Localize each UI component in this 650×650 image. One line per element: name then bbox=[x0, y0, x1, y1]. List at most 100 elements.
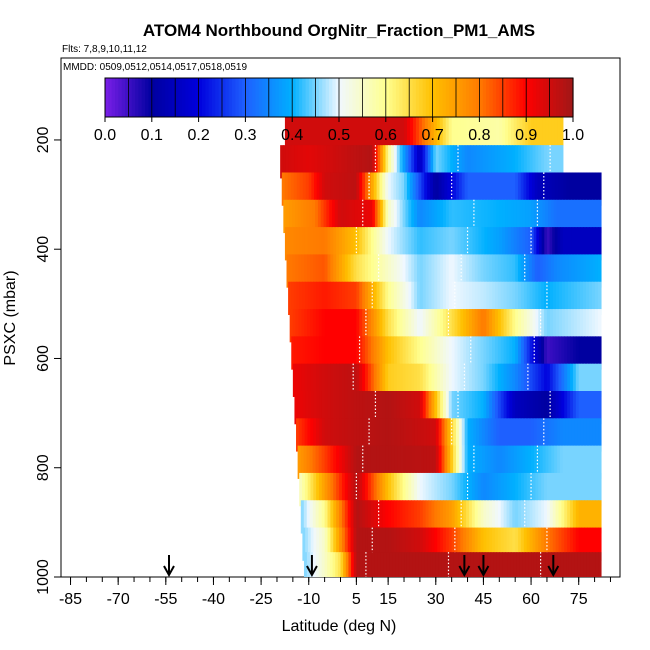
heatmap-cell bbox=[440, 309, 444, 343]
heatmap-cell bbox=[503, 363, 508, 397]
heatmap-cell bbox=[350, 227, 355, 261]
heatmap-cell bbox=[577, 254, 581, 288]
heatmap-cell bbox=[389, 552, 393, 577]
colorbar-swatch bbox=[288, 78, 293, 117]
heatmap-cell bbox=[308, 391, 312, 425]
heatmap-cell bbox=[502, 199, 506, 234]
heatmap-cell bbox=[447, 418, 451, 452]
colorbar-swatch bbox=[175, 78, 180, 117]
heatmap-cell bbox=[496, 227, 500, 261]
heatmap-cell bbox=[438, 172, 443, 206]
heatmap-cell bbox=[388, 309, 392, 343]
heatmap-cell bbox=[367, 445, 372, 479]
heatmap-cell bbox=[344, 227, 349, 261]
profile-arrow bbox=[306, 555, 318, 578]
heatmap-cell bbox=[402, 281, 407, 316]
heatmap-cell bbox=[479, 418, 483, 452]
heatmap-cell bbox=[572, 500, 577, 534]
colorbar-swatch bbox=[222, 78, 226, 117]
heatmap-row bbox=[297, 445, 602, 479]
x-axis-label: Latitude (deg N) bbox=[282, 618, 397, 635]
heatmap-cell bbox=[483, 500, 487, 534]
heatmap-cell bbox=[376, 363, 381, 397]
heatmap-cell bbox=[428, 254, 433, 288]
heatmap-cell bbox=[454, 391, 459, 425]
heatmap-cell bbox=[336, 391, 340, 425]
heatmap-cell bbox=[555, 500, 560, 534]
heatmap-cell bbox=[557, 445, 561, 479]
heatmap-cell bbox=[542, 254, 547, 288]
heatmap-cell bbox=[564, 527, 568, 561]
heatmap-cell bbox=[567, 472, 572, 507]
colorbar-swatch bbox=[131, 78, 136, 117]
heatmap-cell bbox=[362, 336, 366, 370]
heatmap-cell bbox=[359, 172, 363, 206]
heatmap-cell bbox=[541, 527, 545, 561]
heatmap-cell bbox=[388, 527, 392, 561]
heatmap-cell bbox=[406, 552, 411, 577]
heatmap-cell bbox=[445, 227, 450, 261]
heatmap-cell bbox=[453, 445, 457, 479]
heatmap-cell bbox=[583, 552, 587, 577]
heatmap-cell bbox=[330, 472, 334, 507]
heatmap-cell bbox=[303, 145, 307, 179]
heatmap-cell bbox=[321, 363, 326, 397]
heatmap-cell bbox=[330, 254, 334, 288]
heatmap-cell bbox=[405, 472, 409, 507]
heatmap-cell bbox=[591, 281, 596, 316]
heatmap-cell bbox=[382, 309, 386, 343]
heatmap-cell bbox=[369, 199, 373, 234]
heatmap-cell bbox=[422, 199, 427, 234]
heatmap-cell bbox=[395, 552, 399, 577]
heatmap-cell bbox=[300, 199, 305, 234]
heatmap-cell bbox=[555, 309, 560, 343]
heatmap-cell bbox=[518, 363, 522, 397]
heatmap-cell bbox=[437, 500, 441, 534]
heatmap-cell bbox=[479, 145, 484, 179]
heatmap-cell bbox=[595, 527, 599, 561]
heatmap-cell bbox=[348, 552, 352, 577]
heatmap-cell bbox=[356, 336, 360, 370]
colorbar-swatch bbox=[372, 78, 377, 117]
heatmap-cell bbox=[544, 363, 548, 397]
heatmap-cell bbox=[595, 445, 599, 479]
heatmap-cell bbox=[356, 445, 360, 479]
heatmap-cell bbox=[353, 472, 357, 507]
heatmap-cell bbox=[344, 281, 349, 316]
heatmap-cell bbox=[553, 254, 558, 288]
heatmap-cell bbox=[523, 336, 528, 370]
heatmap-cell bbox=[434, 254, 438, 288]
heatmap-cell bbox=[385, 363, 389, 397]
heatmap-cell bbox=[359, 418, 363, 452]
heatmap-cell bbox=[541, 363, 545, 397]
colorbar-swatch bbox=[198, 78, 203, 117]
heatmap-cell bbox=[558, 527, 562, 561]
heatmap-cell bbox=[584, 336, 588, 370]
heatmap-cell bbox=[443, 281, 447, 316]
heatmap-cell bbox=[512, 527, 516, 561]
colorbar-swatch bbox=[328, 78, 333, 117]
heatmap-cell bbox=[299, 472, 303, 507]
heatmap-cell bbox=[330, 527, 334, 561]
heatmap-cell bbox=[379, 363, 383, 397]
heatmap-cell bbox=[457, 391, 461, 425]
colorbar-swatch bbox=[529, 78, 534, 117]
heatmap-cell bbox=[472, 227, 477, 261]
heatmap-cell bbox=[425, 472, 430, 507]
heatmap-cell bbox=[302, 336, 306, 370]
heatmap-cell bbox=[581, 527, 585, 561]
heatmap-cell bbox=[374, 199, 379, 234]
heatmap-cell bbox=[297, 445, 302, 479]
heatmap-cell bbox=[315, 552, 320, 577]
heatmap-cell bbox=[298, 363, 303, 397]
heatmap-cell bbox=[333, 309, 337, 343]
heatmap-cell bbox=[529, 527, 534, 561]
heatmap-cell bbox=[370, 500, 375, 534]
colorbar-swatch bbox=[352, 78, 357, 117]
heatmap-cell bbox=[479, 172, 484, 206]
heatmap-cell bbox=[373, 472, 378, 507]
heatmap-cell bbox=[541, 227, 545, 261]
heatmap-cell bbox=[370, 254, 375, 288]
heatmap-cell bbox=[391, 500, 395, 534]
heatmap-cell bbox=[385, 336, 389, 370]
